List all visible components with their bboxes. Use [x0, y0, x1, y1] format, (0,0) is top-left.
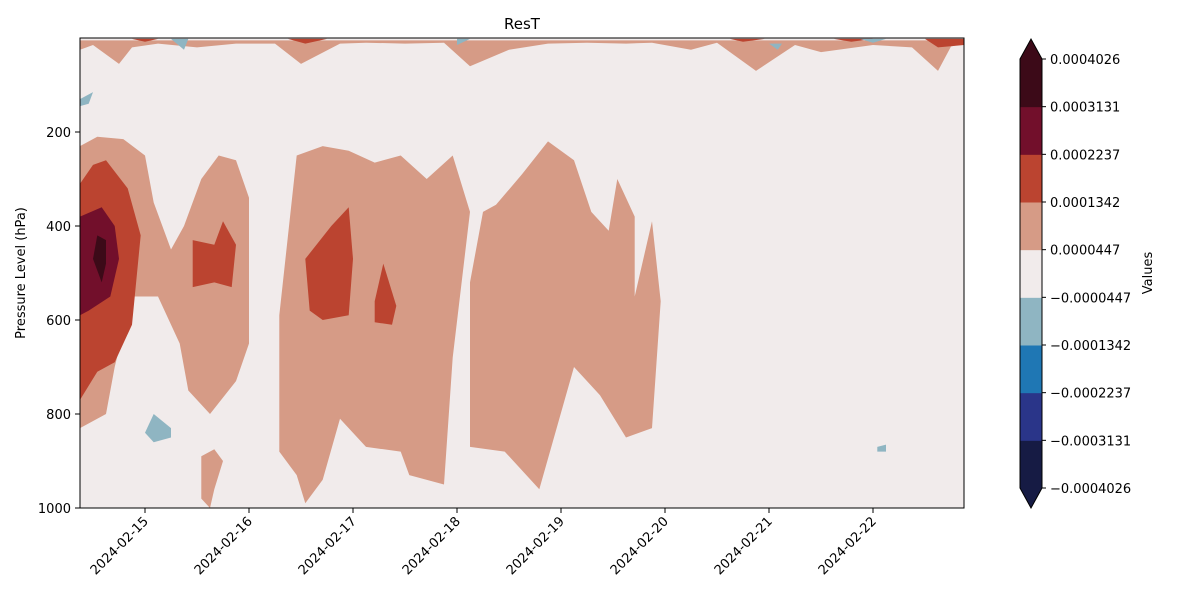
- x-tick-label-1: 2024-02-16: [192, 514, 256, 578]
- y-tick-label-4: 1000: [38, 502, 71, 517]
- colorbar-label: Values: [1141, 252, 1156, 295]
- colorbar-tick-label-3: −0.0001342: [1050, 339, 1131, 354]
- colorbar-tick-label-5: 0.0000447: [1050, 244, 1120, 259]
- colorbar-band-7: [1020, 106, 1042, 155]
- x-tick-label-6: 2024-02-21: [712, 514, 776, 578]
- colorbar-tick-label-4: −0.0000447: [1050, 291, 1131, 306]
- contour-region-1: [201, 449, 223, 508]
- y-tick-label-1: 400: [46, 220, 71, 235]
- contour-region-10: [145, 414, 171, 443]
- y-axis-label: Pressure Level (hPa): [14, 207, 29, 339]
- contour-region-12: [877, 444, 886, 452]
- colorbar-band-2: [1020, 345, 1042, 394]
- colorbar-tick-label-6: 0.0001342: [1050, 196, 1120, 211]
- contour-region-6: [305, 207, 353, 320]
- colorbar-tick-label-2: −0.0002237: [1050, 387, 1131, 402]
- plot-frame: [79, 37, 965, 509]
- x-tick-label-2: 2024-02-17: [296, 514, 360, 578]
- contour-region-21: [769, 43, 782, 50]
- contour-region-18: [925, 38, 964, 48]
- contour-region-16: [730, 38, 765, 42]
- colorbar-tick-label-9: 0.0004026: [1050, 53, 1120, 68]
- colorbar-band-8: [1020, 59, 1042, 108]
- contour-region-15: [288, 38, 327, 44]
- contour-region-20: [457, 38, 470, 45]
- chart-title: ResT: [504, 15, 541, 33]
- x-tick-label-4: 2024-02-19: [504, 514, 568, 578]
- y-axis: 200 400 600 800 1000: [38, 126, 80, 517]
- x-axis: 2024-02-15 2024-02-16 2024-02-17 2024-02-18…: [88, 508, 880, 578]
- contour-region-9: [93, 235, 106, 283]
- colorbar-band-0: [1020, 440, 1042, 489]
- contour-region-5: [192, 221, 236, 288]
- colorbar-band-4: [1020, 249, 1042, 298]
- x-tick-label-5: 2024-02-20: [608, 514, 672, 578]
- y-tick-label-3: 800: [46, 408, 71, 423]
- contour-region-3: [470, 141, 661, 490]
- contour-region-14: [132, 38, 158, 42]
- contour-region-13: [80, 40, 964, 71]
- contour-region-19: [171, 38, 189, 50]
- colorbar-band-3: [1020, 297, 1042, 346]
- x-tick-label-7: 2024-02-22: [816, 514, 880, 578]
- colorbar-band-1: [1020, 392, 1042, 441]
- contour-region-7: [374, 263, 397, 325]
- contour-region-11: [80, 92, 93, 107]
- colorbar-band-6: [1020, 154, 1042, 203]
- colorbar-tick-label-1: −0.0003131: [1050, 434, 1131, 449]
- colorbar-tick-label-8: 0.0003131: [1050, 101, 1120, 116]
- colorbar-extend-max: [1020, 39, 1042, 59]
- x-tick-label-0: 2024-02-15: [88, 514, 152, 578]
- colorbar-tick-label-0: −0.0004026: [1050, 482, 1131, 497]
- colorbar-extend-min: [1020, 488, 1042, 508]
- y-tick-label-0: 200: [46, 126, 71, 141]
- colorbar: −0.0004026 −0.0003131 −0.0002237 −0.0001342…: [1019, 37, 1131, 510]
- colorbar-tick-label-7: 0.0002237: [1050, 148, 1120, 163]
- x-tick-label-3: 2024-02-18: [400, 514, 464, 578]
- y-tick-label-2: 600: [46, 314, 71, 329]
- colorbar-band-5: [1020, 202, 1042, 251]
- contour-region-22: [860, 38, 886, 43]
- plot-area: [80, 38, 964, 508]
